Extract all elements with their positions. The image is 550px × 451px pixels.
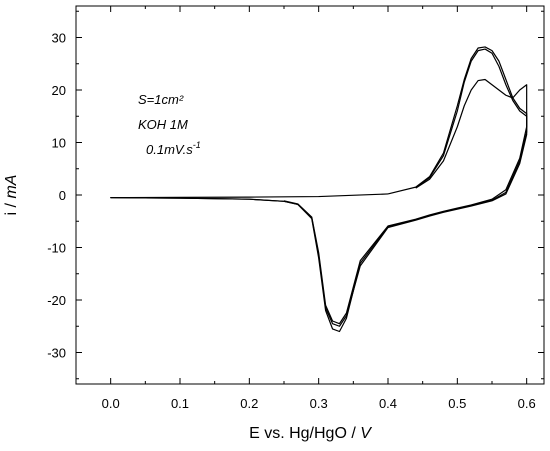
y-tick-label: -20 <box>47 293 66 308</box>
y-axis-label: i / mA <box>3 175 20 216</box>
x-tick-label: 0.3 <box>310 396 328 411</box>
cv-cycle-1-line <box>110 46 528 333</box>
x-tick-label: 0.2 <box>240 396 258 411</box>
y-tick-label: 30 <box>52 31 66 46</box>
annotation-area: S=1cm² <box>138 92 184 107</box>
x-tick-label: 0.4 <box>379 396 397 411</box>
y-tick-label: 10 <box>52 136 66 151</box>
data-curves <box>110 46 528 333</box>
y-tick-label: -10 <box>47 241 66 256</box>
annotation-electrolyte: KOH 1M <box>138 117 188 132</box>
y-tick-label: -30 <box>47 346 66 361</box>
y-tick-label: 20 <box>52 83 66 98</box>
y-tick-label: 0 <box>59 188 66 203</box>
cv-cycle-2-line <box>110 48 528 327</box>
cv-cycle-3-line <box>283 78 528 325</box>
x-tick-label: 0.1 <box>171 396 189 411</box>
axis-ticks: 0.0 0.1 0.2 0.3 0.4 0.5 0.6 -30 -20 -10 0 10 20 30 <box>47 6 544 411</box>
x-tick-label: 0.0 <box>102 396 120 411</box>
x-axis-label: E vs. Hg/HgO / V <box>249 425 372 442</box>
annotation-scan-rate: 0.1mV.s-1 <box>146 140 201 157</box>
x-tick-label: 0.6 <box>518 396 536 411</box>
x-tick-label: 0.5 <box>448 396 466 411</box>
plot-frame <box>75 5 545 385</box>
